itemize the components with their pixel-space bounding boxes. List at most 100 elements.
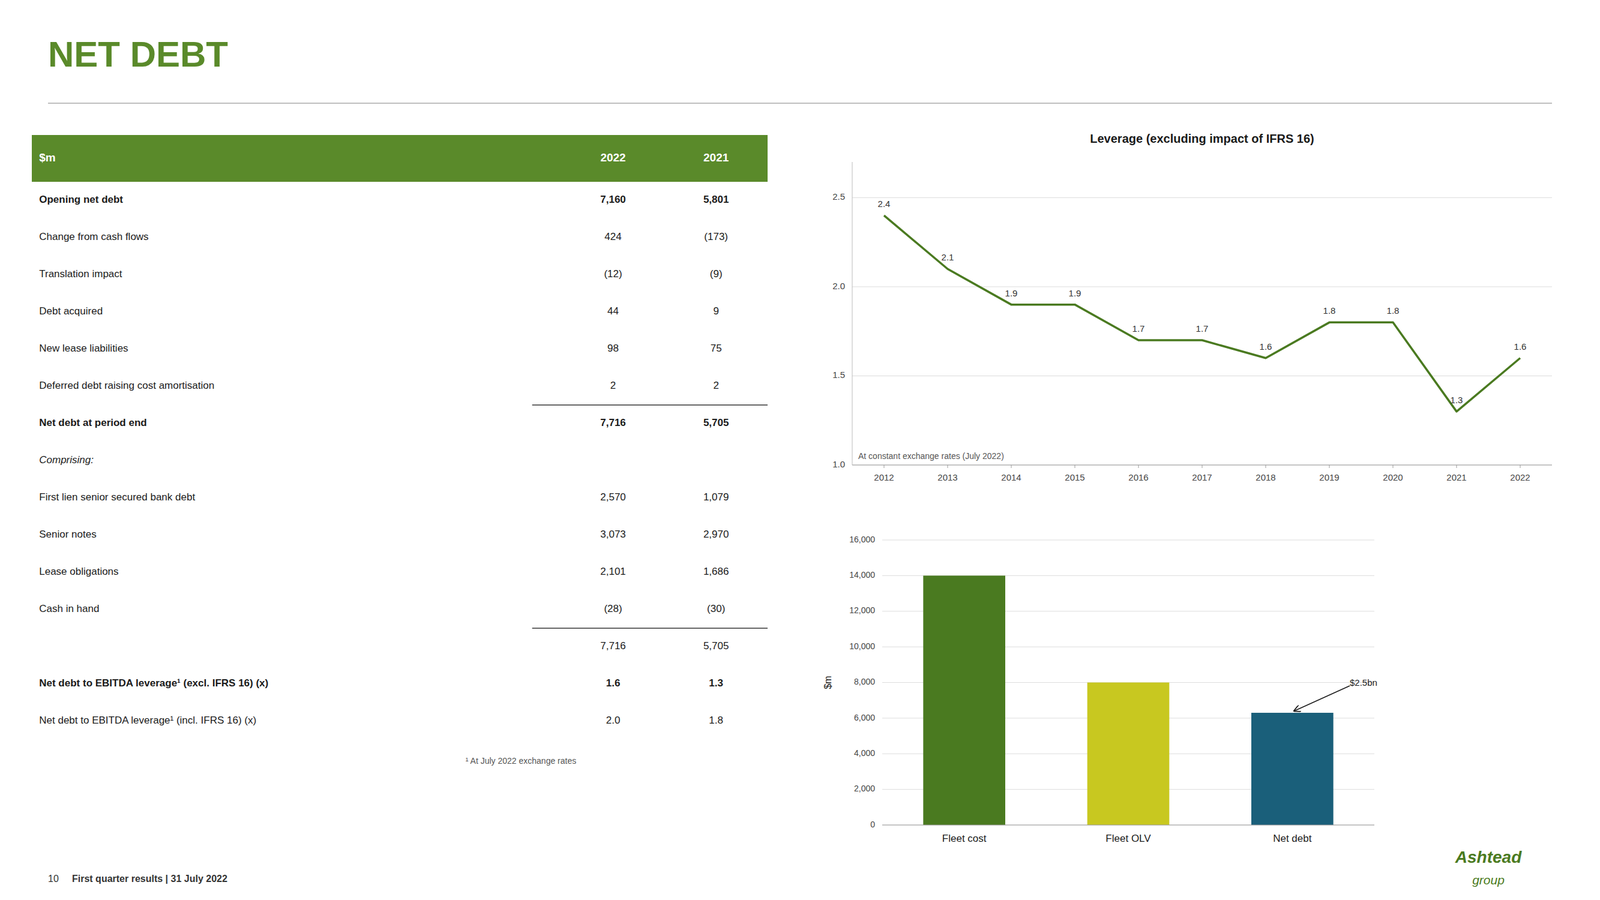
y-tick-label: 8,000 (854, 676, 876, 687)
annotation-arrow (1293, 685, 1350, 712)
x-tick (1265, 465, 1267, 469)
x-tick-label: 2020 (1382, 472, 1403, 483)
table-cell: (30) (706, 603, 725, 615)
x-tick (1138, 465, 1140, 469)
y-tick-label: 0 (870, 819, 876, 830)
table-cell: 1.8 (708, 714, 724, 727)
table-cell: 2 (610, 379, 616, 392)
y-axis-label: $m (822, 675, 834, 689)
x-tick-label: 2021 (1446, 472, 1467, 483)
table-cell: 7,160 (600, 193, 626, 206)
x-tick (1011, 465, 1012, 469)
annotation: $2.5bn (1349, 677, 1378, 688)
x-tick (1392, 465, 1394, 469)
table-cell: 1.6 (606, 677, 621, 689)
chart-title: Leverage (excluding impact of IFRS 16) (1089, 132, 1314, 146)
table-separator (532, 627, 768, 629)
table-row-label: Opening net debt (39, 193, 124, 206)
table-cell: 7,716 (600, 640, 626, 652)
y-tick-label: 4,000 (854, 748, 876, 758)
x-tick-label: 2012 (873, 472, 894, 483)
table-cell: 98 (607, 342, 619, 355)
table-row-label: Deferred debt raising cost amortisation (39, 379, 215, 392)
table-cell: (9) (709, 268, 723, 280)
x-tick (1202, 465, 1203, 469)
x-tick-label: 2017 (1191, 472, 1212, 483)
table-cell: 5,801 (703, 193, 730, 206)
x-tick-label: 2013 (937, 472, 958, 483)
data-label: 1.7 (1196, 323, 1209, 334)
table-cell: 9 (712, 305, 719, 317)
line (884, 215, 1521, 412)
table-cell: 2,101 (600, 565, 626, 578)
table-cell: 1,686 (703, 565, 730, 578)
y-tick-label: 14,000 (849, 570, 876, 580)
data-label: 1.9 (1005, 288, 1018, 299)
x-tick-label: Fleet OLV (1105, 833, 1152, 845)
x-tick-label: 2018 (1255, 472, 1276, 483)
table-cell: 75 (710, 342, 722, 355)
table-row-label: Comprising: (39, 454, 94, 466)
footer-text: First quarter results | 31 July 2022 (72, 873, 228, 885)
line-chart: Leverage (excluding impact of IFRS 16) 1.… (832, 132, 1552, 483)
table-cell: 5,705 (703, 417, 730, 429)
bar (923, 575, 1006, 826)
y-tick-label: 2.0 (832, 280, 846, 292)
x-axis-line (882, 824, 1375, 826)
table-row-label: Net debt to EBITDA leverage¹ (excl. IFRS… (39, 677, 269, 689)
y-tick-label: 6,000 (854, 712, 876, 723)
logo-name: Ashtead (1454, 848, 1522, 867)
table-cell: 3,073 (600, 528, 626, 541)
table-row-label: Translation impact (39, 268, 123, 280)
x-tick-label: 2022 (1509, 472, 1530, 483)
page-title: NET DEBT (48, 34, 229, 75)
x-tick-label: Net debt (1272, 833, 1312, 845)
data-label: 1.7 (1132, 323, 1146, 334)
line-marks (884, 215, 1521, 412)
x-tick (1520, 465, 1521, 469)
title-rule (48, 102, 1552, 104)
footer-number: 10 (48, 873, 59, 885)
annotation: At constant exchange rates (July 2022) (858, 451, 1005, 461)
x-tick (947, 465, 949, 469)
background (0, 0, 1600, 900)
grid-line (882, 825, 1375, 826)
table-row-label: First lien senior secured bank debt (39, 491, 196, 503)
table-cell: 424 (604, 231, 622, 243)
table-cell: (173) (703, 231, 728, 243)
y-tick-label: 2,000 (854, 783, 876, 794)
table-row-label: Cash in hand (39, 603, 100, 615)
y-tick-label: 10,000 (849, 641, 876, 652)
grid-line (852, 375, 1552, 377)
table: $m20222021Opening net debt7,1605,801Chan… (31, 135, 768, 766)
table-row-label: Debt acquired (39, 305, 103, 317)
grid-line (882, 540, 1375, 541)
data-label: 1.6 (1514, 341, 1527, 352)
bar-chart: 0 2,000 4,000 6,000 8,000 10,000 12,000 14,000 1… (822, 534, 1378, 845)
x-tick-label: 2019 (1319, 472, 1339, 483)
x-tick (1456, 465, 1458, 469)
table-cell: 2,570 (600, 491, 626, 503)
table-footnote: ¹ At July 2022 exchange rates (465, 756, 577, 766)
y-axis-line (852, 162, 853, 466)
grid-line (852, 286, 1552, 287)
x-tick (884, 465, 885, 469)
table-column-header: 2022 (600, 151, 626, 164)
y-tick-label: 1.5 (832, 369, 846, 380)
table-row-label: Net debt at period end (39, 417, 147, 429)
x-tick (1329, 465, 1330, 469)
table-cell: 2.0 (606, 714, 621, 727)
bar (1251, 712, 1334, 826)
y-tick-label: 16,000 (849, 534, 876, 545)
table-cell: 5,705 (703, 640, 730, 652)
table-column-header: 2021 (703, 151, 730, 164)
data-label: 1.9 (1068, 288, 1082, 299)
y-tick-label: 12,000 (849, 605, 876, 616)
table-row-label: Senior notes (39, 528, 97, 541)
table-header (31, 135, 768, 182)
table-cell: 1.3 (708, 677, 724, 689)
table-row-label: Change from cash flows (39, 231, 149, 243)
x-tick-label: 2016 (1128, 472, 1149, 483)
table-row-label: Lease obligations (39, 565, 119, 578)
logo-sub: group (1472, 873, 1505, 888)
